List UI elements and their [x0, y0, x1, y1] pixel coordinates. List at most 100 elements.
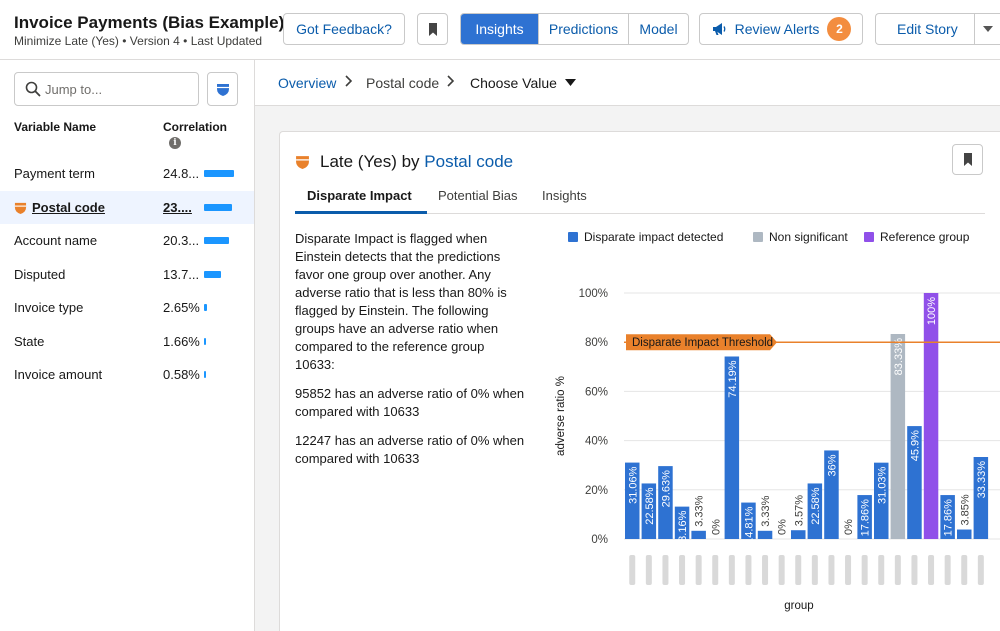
bookmark-button[interactable] — [417, 13, 448, 45]
search-input[interactable] — [45, 81, 195, 97]
bar-data-label: 0% — [777, 519, 789, 535]
bar — [874, 462, 889, 539]
sidebar-item-invoice-amount[interactable]: Invoice amount 0.58% — [0, 358, 254, 391]
x-tick-blurred — [911, 555, 918, 585]
bar-data-label: 17.86% — [943, 499, 955, 537]
bar — [658, 466, 673, 539]
choose-value-dropdown[interactable]: Choose Value — [470, 75, 557, 91]
edit-story-button[interactable]: Edit Story — [875, 13, 1000, 45]
legend-swatch — [864, 232, 874, 242]
sidebar-item-disputed[interactable]: Disputed 13.7... — [0, 258, 254, 291]
tab-card-insights[interactable]: Insights — [542, 188, 587, 203]
breadcrumb-overview-link[interactable]: Overview — [278, 75, 337, 91]
threshold-label: Disparate Impact Threshold — [632, 337, 773, 349]
threshold-flag — [626, 334, 777, 351]
x-tick-blurred — [762, 555, 769, 585]
bar-data-label: 3.33% — [760, 495, 772, 526]
edit-story-menu-button[interactable] — [974, 14, 1000, 44]
tab-predictions[interactable]: Predictions — [539, 14, 629, 44]
bar — [940, 495, 955, 539]
bar-data-label: 0% — [843, 519, 855, 535]
app-header: Invoice Payments (Bias Example) Minimize… — [0, 0, 1000, 60]
card-title-prefix: Late (Yes) by — [320, 152, 425, 171]
sidebar-item-payment-term[interactable]: Payment term 24.8... — [0, 157, 254, 190]
variable-name: Invoice type — [14, 300, 84, 315]
bar-data-label: 45.9% — [909, 430, 921, 461]
x-tick-blurred — [778, 555, 785, 585]
sidebar-item-postal-code[interactable]: Postal code 23.... — [0, 190, 254, 224]
review-alerts-label: Review Alerts — [734, 21, 820, 37]
bar-data-label: 3.57% — [793, 495, 805, 526]
page-subtitle: Minimize Late (Yes) • Version 4 • Last U… — [14, 34, 263, 48]
disparate-impact-description: Disparate Impact is flagged when Einstei… — [295, 230, 525, 479]
chevron-right-icon — [447, 75, 455, 87]
variable-name: Account name — [14, 233, 98, 248]
bar — [757, 530, 773, 539]
bar — [907, 426, 922, 539]
sidebar-item-invoice-type[interactable]: Invoice type 2.65% — [0, 291, 254, 324]
correlation-bar — [204, 304, 208, 311]
bar-data-label: 22.58% — [810, 487, 822, 525]
bar — [791, 530, 806, 539]
bar-data-label: 0% — [710, 519, 722, 535]
bar — [674, 506, 690, 539]
x-tick-blurred — [977, 555, 984, 585]
x-tick-blurred — [861, 555, 868, 585]
tab-model[interactable]: Model — [639, 21, 678, 37]
bar-data-label: 31.06% — [627, 466, 639, 504]
legend-swatch — [753, 232, 763, 242]
sidebar-item-state[interactable]: State 1.66% — [0, 325, 254, 358]
x-tick-blurred — [894, 555, 901, 585]
chart-svg: Disparate impact detected Non significant… — [555, 230, 1000, 612]
x-tick-blurred — [745, 555, 752, 585]
shield-icon — [296, 156, 309, 169]
tab-potential-bias[interactable]: Potential Bias — [438, 188, 518, 203]
bar-data-label: 29.63% — [660, 470, 672, 508]
bar-data-label: 100% — [926, 297, 938, 325]
y-tick-label: 40% — [585, 436, 608, 448]
x-tick-blurred — [811, 555, 818, 585]
correlation-value: 20.3... — [163, 233, 200, 248]
caret-down-icon[interactable] — [565, 79, 576, 86]
megaphone-icon — [712, 23, 725, 35]
card-bookmark-button[interactable] — [952, 144, 983, 175]
tab-insights[interactable]: Insights — [461, 14, 539, 44]
x-tick-blurred — [645, 555, 652, 585]
card-title-link[interactable]: Postal code — [424, 152, 514, 171]
sidebar-item-account-name[interactable]: Account name 20.3... — [0, 224, 254, 257]
correlation-bar — [204, 203, 233, 211]
got-feedback-button[interactable]: Got Feedback? — [283, 13, 405, 45]
variable-name: Disputed — [14, 266, 66, 282]
y-tick-label: 60% — [585, 386, 608, 398]
review-alerts-button[interactable]: Review Alerts 2 — [699, 13, 863, 45]
column-header-correlation: Correlation — [163, 120, 228, 134]
info-icon[interactable]: i — [169, 137, 181, 149]
jump-to-search[interactable] — [14, 72, 199, 106]
chevron-right-icon — [345, 75, 353, 87]
correlation-value: 23.... — [163, 199, 192, 215]
edit-story-label: Edit Story — [897, 21, 958, 37]
bar-data-label: 83.33% — [893, 338, 905, 376]
correlation-value: 1.66% — [163, 333, 200, 349]
legend-swatch — [568, 232, 578, 242]
adverse-ratio-chart: Disparate impact detected Non significant… — [550, 224, 1000, 619]
x-tick-blurred — [928, 555, 935, 585]
breadcrumb-variable[interactable]: Postal code — [366, 75, 440, 91]
correlation-bar — [204, 337, 206, 345]
correlation-value: 0.58% — [163, 367, 200, 382]
bias-filter-button[interactable] — [207, 72, 238, 106]
bias-card: Late (Yes) by Postal code Disparate Impa… — [279, 131, 1000, 631]
bar — [857, 495, 872, 539]
x-axis-label: group — [784, 600, 813, 612]
correlation-value: 13.7... — [163, 266, 200, 282]
legend-label: Reference group — [880, 230, 970, 244]
y-axis-label: adverse ratio % — [555, 376, 567, 456]
x-tick-blurred — [828, 555, 835, 585]
x-tick-blurred — [878, 555, 885, 585]
correlation-bar — [204, 170, 234, 177]
view-tabs: Insights Predictions Model — [460, 13, 689, 45]
x-tick-blurred — [728, 555, 735, 585]
tab-disparate-impact[interactable]: Disparate Impact — [307, 188, 412, 203]
description-paragraph: Disparate Impact is flagged when Einstei… — [295, 231, 507, 372]
variable-name: Invoice amount — [14, 367, 103, 382]
